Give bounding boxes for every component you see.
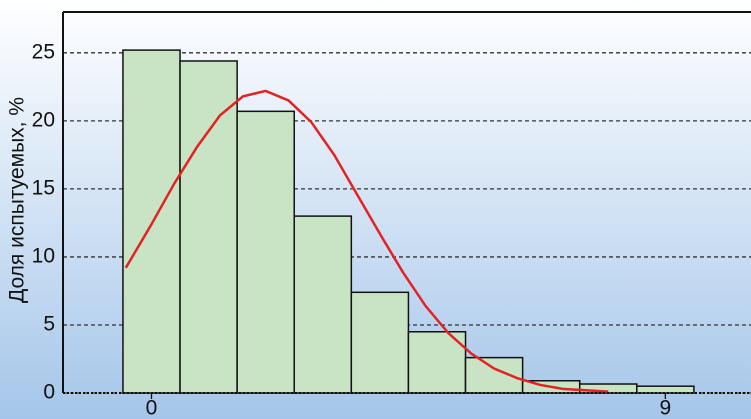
y-tick-label: 25 xyxy=(32,40,55,63)
bar xyxy=(350,291,410,394)
x-tick-label: 9 xyxy=(660,397,672,419)
fit-curve xyxy=(124,89,609,393)
bar xyxy=(122,49,181,394)
y-tick-label: 0 xyxy=(43,381,55,404)
y-tick-label: 10 xyxy=(32,244,55,267)
y-tick-label: 5 xyxy=(43,313,55,336)
x-tick-label: 0 xyxy=(146,397,158,419)
bar xyxy=(179,60,238,394)
bar xyxy=(293,215,353,394)
y-axis-label: Доля испытуемых, % xyxy=(6,97,29,303)
bar xyxy=(236,110,295,394)
bar xyxy=(636,385,695,394)
y-tick-label: 20 xyxy=(32,108,55,131)
bar xyxy=(464,356,524,394)
y-tick-label: 15 xyxy=(32,176,55,199)
